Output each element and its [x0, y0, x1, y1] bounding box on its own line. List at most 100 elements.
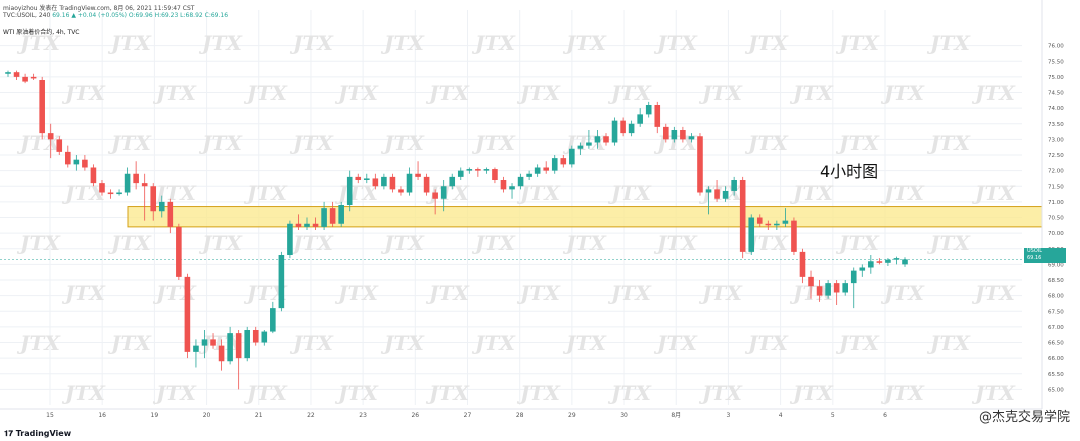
x-tick-label: 4	[779, 412, 783, 419]
watermark-tile: JTX	[607, 281, 652, 305]
badge-symbol: USOIL	[1027, 248, 1043, 254]
x-tick-label: 27	[464, 412, 472, 419]
watermark-tile: JTX	[425, 181, 470, 205]
y-tick-label: 70.50	[1048, 216, 1064, 222]
resistance-zone	[127, 206, 1043, 228]
candle-body	[569, 148, 575, 165]
watermark-tile: JTX	[61, 81, 106, 105]
watermark-tile: JTX	[425, 81, 470, 105]
x-tick-label: 8月	[671, 412, 681, 419]
watermark-tile: JTX	[926, 231, 971, 255]
watermark-tile: JTX	[744, 331, 789, 355]
candle-body	[551, 158, 558, 171]
watermark-tile: JTX	[198, 231, 243, 255]
candle-body	[278, 255, 285, 309]
watermark-tile: JTX	[380, 31, 425, 55]
watermark-tile: JTX	[607, 181, 652, 205]
candle-body	[859, 267, 866, 271]
watermark-tile: JTX	[835, 331, 880, 355]
watermark-tile: JTX	[107, 331, 152, 355]
watermark-tile: JTX	[334, 381, 379, 405]
y-tick-label: 70.00	[1048, 231, 1064, 237]
watermark-tile: JTX	[744, 31, 789, 55]
candle-body	[227, 333, 233, 362]
watermark-tile: JTX	[334, 81, 379, 105]
candle-body	[594, 136, 601, 143]
watermark-tile: JTX	[607, 81, 652, 105]
candle-body	[637, 114, 643, 124]
candle-body	[107, 192, 114, 195]
candle-body	[808, 276, 814, 287]
candle-body	[688, 136, 695, 140]
x-tick-label: 28	[516, 412, 524, 419]
watermark-tile: JTX	[16, 131, 61, 155]
watermark-tile: JTX	[16, 231, 61, 255]
y-tick-label: 65.00	[1048, 387, 1064, 393]
y-tick-label: 69.00	[1048, 262, 1064, 268]
candle-body	[193, 345, 199, 352]
watermark-tile: JTX	[471, 231, 516, 255]
watermark-tile: JTX	[880, 181, 925, 205]
candle-body	[252, 330, 259, 343]
tv-logo-icon: 𝟏𝟕	[4, 429, 16, 438]
candle-body	[748, 217, 755, 252]
candle-body	[364, 178, 370, 180]
watermark-tile: JTX	[971, 81, 1016, 105]
watermark-tile: JTX	[516, 381, 561, 405]
candle-body	[82, 159, 88, 168]
watermark-tile: JTX	[289, 331, 334, 355]
x-tick-label: 23	[359, 412, 367, 419]
watermark-tile: JTX	[880, 81, 925, 105]
y-tick-label: 74.50	[1048, 91, 1064, 97]
candle-body	[492, 169, 498, 180]
candle-body	[475, 169, 481, 171]
candle-body	[415, 173, 421, 177]
candle-body	[500, 180, 507, 190]
signature-watermark: @杰克交易学院	[978, 410, 1070, 425]
candle-body	[577, 145, 584, 149]
watermark-tile: JTX	[516, 181, 561, 205]
watermark-tile: JTX	[425, 281, 470, 305]
watermark-tile: JTX	[425, 381, 470, 405]
candle-body	[893, 258, 900, 260]
candle-body	[321, 208, 327, 227]
watermark-tile: JTX	[334, 281, 379, 305]
watermark-tile: JTX	[107, 131, 152, 155]
candle-body	[603, 136, 609, 143]
candle-body	[287, 223, 293, 255]
current-price-badge: USOIL 69.16	[1024, 248, 1066, 263]
candle-body	[440, 186, 447, 199]
watermark-tile: JTX	[471, 331, 516, 355]
watermark-tile: JTX	[926, 331, 971, 355]
watermark-tile: JTX	[152, 281, 197, 305]
y-tick-label: 75.00	[1048, 75, 1064, 81]
candle-body	[210, 339, 216, 346]
watermark-tile: JTX	[562, 331, 607, 355]
candle-body	[483, 169, 490, 171]
tradingview-logo[interactable]: 𝟏𝟕 TradingView	[4, 429, 71, 439]
x-tick-label: 30	[620, 412, 628, 419]
last-price: 69.16	[52, 12, 70, 19]
y-tick-label: 68.50	[1048, 278, 1064, 284]
y-tick-label: 74.00	[1048, 106, 1064, 112]
candle-body	[560, 158, 567, 165]
y-tick-label: 68.00	[1048, 294, 1064, 300]
y-tick-label: 66.50	[1048, 341, 1064, 347]
watermark-tile: JTX	[698, 81, 743, 105]
candle-body	[509, 186, 515, 190]
watermark-tile: JTX	[971, 381, 1016, 405]
y-tick-label: 71.50	[1048, 184, 1064, 190]
y-tick-label: 72.50	[1048, 153, 1064, 159]
watermark-tile: JTX	[289, 231, 334, 255]
candle-body	[697, 136, 703, 193]
candle-body	[620, 120, 626, 134]
candle-body	[406, 173, 413, 193]
candle-body	[133, 173, 139, 184]
timeframe-annotation: 4小时图	[820, 162, 879, 181]
candle-body	[13, 72, 20, 77]
candle-body	[774, 223, 780, 226]
candle-body	[244, 330, 250, 359]
watermark-tile: JTX	[16, 31, 61, 55]
watermark-tile: JTX	[835, 131, 880, 155]
